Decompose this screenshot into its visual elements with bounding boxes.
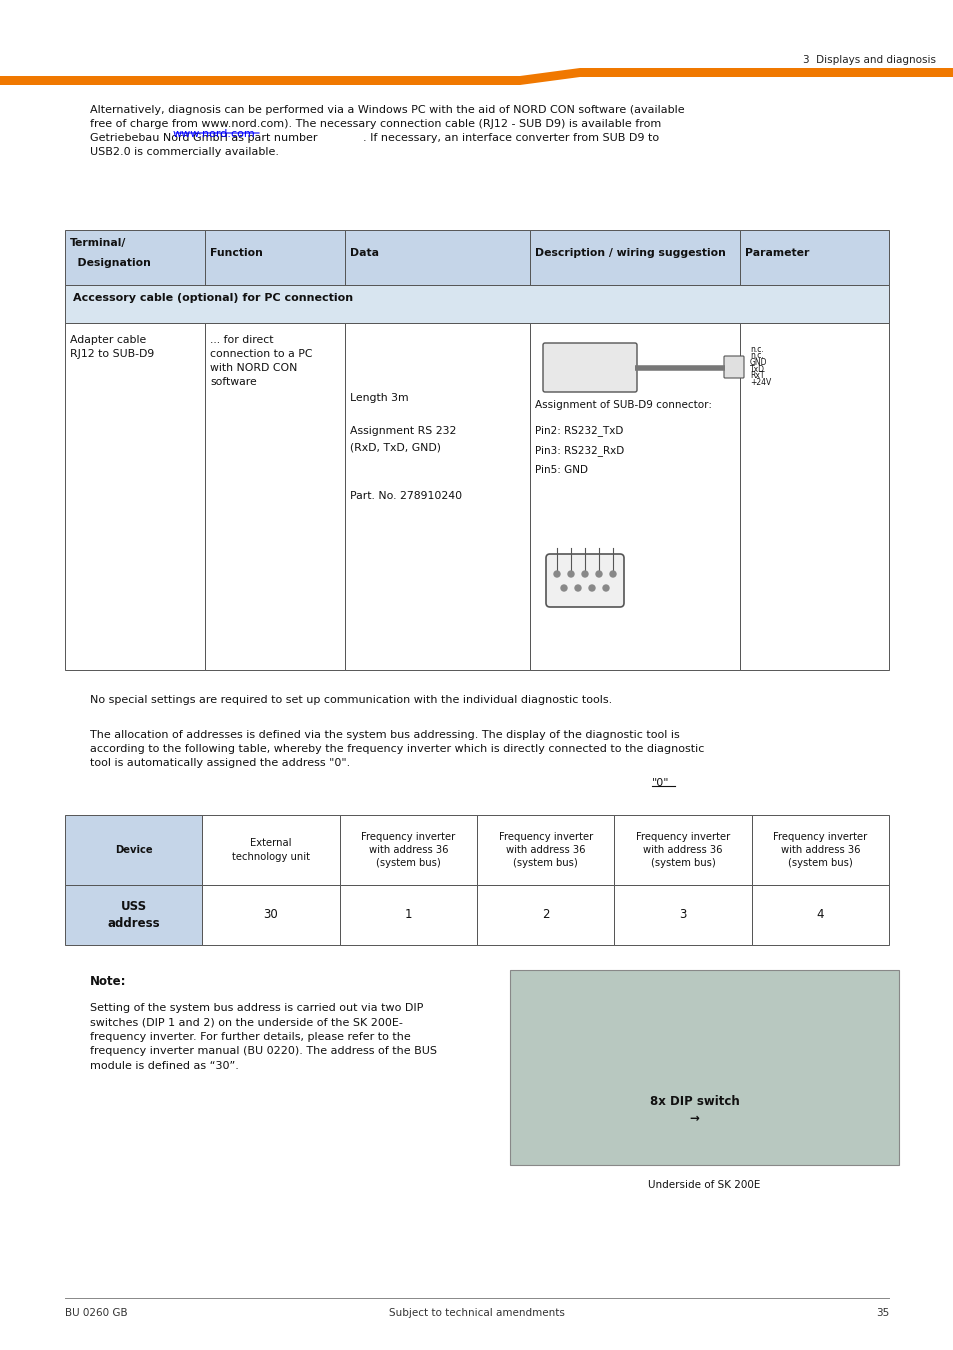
FancyBboxPatch shape — [614, 815, 751, 886]
Text: External
technology unit: External technology unit — [232, 838, 310, 861]
Text: 4: 4 — [816, 909, 823, 922]
Text: USS
address: USS address — [108, 900, 160, 930]
Text: Parameter: Parameter — [744, 248, 808, 258]
Text: TxD: TxD — [749, 364, 764, 374]
Text: Note:: Note: — [90, 975, 127, 988]
Text: 1: 1 — [404, 909, 412, 922]
Text: Adapter cable
RJ12 to SUB-D9: Adapter cable RJ12 to SUB-D9 — [70, 335, 154, 359]
FancyBboxPatch shape — [740, 323, 888, 670]
Text: Setting of the system bus address is carried out via two DIP
switches (DIP 1 and: Setting of the system bus address is car… — [90, 1003, 436, 1071]
Text: Assignment of SUB-D9 connector:: Assignment of SUB-D9 connector: — [535, 400, 711, 410]
Text: 3  Displays and diagnosis: 3 Displays and diagnosis — [802, 55, 935, 65]
Circle shape — [554, 571, 559, 576]
Text: Device: Device — [114, 845, 152, 855]
FancyBboxPatch shape — [614, 886, 751, 945]
Polygon shape — [0, 68, 953, 85]
Text: Function: Function — [210, 248, 263, 258]
Text: Description / wiring suggestion: Description / wiring suggestion — [535, 248, 725, 258]
FancyBboxPatch shape — [510, 971, 898, 1165]
FancyBboxPatch shape — [339, 886, 476, 945]
FancyBboxPatch shape — [65, 230, 205, 285]
FancyBboxPatch shape — [345, 230, 530, 285]
Circle shape — [581, 571, 587, 576]
Text: ... for direct
connection to a PC
with NORD CON
software: ... for direct connection to a PC with N… — [210, 335, 313, 387]
FancyBboxPatch shape — [545, 554, 623, 608]
Text: 35: 35 — [875, 1308, 888, 1318]
Text: Accessory cable (optional) for PC connection: Accessory cable (optional) for PC connec… — [73, 293, 353, 302]
Text: Frequency inverter
with address 36
(system bus): Frequency inverter with address 36 (syst… — [361, 832, 455, 868]
Text: Alternatively, diagnosis can be performed via a Windows PC with the aid of NORD : Alternatively, diagnosis can be performe… — [90, 105, 684, 157]
Text: Pin5: GND: Pin5: GND — [535, 464, 587, 475]
Text: 3: 3 — [679, 909, 686, 922]
Circle shape — [560, 585, 566, 591]
Circle shape — [609, 571, 616, 576]
Text: +24V: +24V — [749, 378, 770, 387]
FancyBboxPatch shape — [205, 230, 345, 285]
Text: GND: GND — [749, 358, 767, 367]
FancyBboxPatch shape — [476, 886, 614, 945]
Text: Subject to technical amendments: Subject to technical amendments — [389, 1308, 564, 1318]
Text: www.nord.com: www.nord.com — [172, 130, 255, 139]
Text: Underside of SK 200E: Underside of SK 200E — [648, 1180, 760, 1189]
Circle shape — [588, 585, 595, 591]
FancyBboxPatch shape — [723, 356, 743, 378]
Text: "0": "0" — [651, 778, 669, 788]
Text: The allocation of addresses is defined via the system bus addressing. The displa: The allocation of addresses is defined v… — [90, 730, 703, 768]
FancyBboxPatch shape — [476, 815, 614, 886]
FancyBboxPatch shape — [751, 815, 888, 886]
Text: Data: Data — [350, 248, 378, 258]
Text: Pin3: RS232_RxD: Pin3: RS232_RxD — [535, 446, 623, 456]
Circle shape — [596, 571, 601, 576]
FancyBboxPatch shape — [65, 815, 202, 886]
Text: Pin2: RS232_TxD: Pin2: RS232_TxD — [535, 425, 622, 436]
FancyBboxPatch shape — [65, 323, 205, 670]
FancyBboxPatch shape — [740, 230, 888, 285]
FancyBboxPatch shape — [65, 886, 202, 945]
Text: Length 3m

Assignment RS 232
(RxD, TxD, GND)


Part. No. 278910240: Length 3m Assignment RS 232 (RxD, TxD, G… — [350, 393, 461, 501]
Circle shape — [575, 585, 580, 591]
Text: Terminal/: Terminal/ — [70, 238, 126, 248]
FancyBboxPatch shape — [202, 886, 339, 945]
Text: Frequency inverter
with address 36
(system bus): Frequency inverter with address 36 (syst… — [772, 832, 866, 868]
FancyBboxPatch shape — [530, 230, 740, 285]
FancyBboxPatch shape — [345, 323, 530, 670]
FancyBboxPatch shape — [751, 886, 888, 945]
Text: Frequency inverter
with address 36
(system bus): Frequency inverter with address 36 (syst… — [636, 832, 729, 868]
Circle shape — [602, 585, 608, 591]
FancyBboxPatch shape — [65, 285, 888, 323]
FancyBboxPatch shape — [339, 815, 476, 886]
Circle shape — [567, 571, 574, 576]
Text: BU 0260 GB: BU 0260 GB — [65, 1308, 128, 1318]
Text: 8x DIP switch
→: 8x DIP switch → — [649, 1095, 739, 1125]
FancyBboxPatch shape — [542, 343, 637, 391]
Text: Frequency inverter
with address 36
(system bus): Frequency inverter with address 36 (syst… — [498, 832, 592, 868]
Text: 30: 30 — [263, 909, 278, 922]
Text: RxT: RxT — [749, 371, 763, 381]
FancyBboxPatch shape — [530, 323, 740, 670]
Text: No special settings are required to set up communication with the individual dia: No special settings are required to set … — [90, 695, 612, 705]
Text: n.c.: n.c. — [749, 351, 763, 360]
Text: n.c.: n.c. — [749, 344, 763, 354]
Text: 2: 2 — [541, 909, 549, 922]
Text: Designation: Designation — [70, 258, 151, 269]
FancyBboxPatch shape — [205, 323, 345, 670]
FancyBboxPatch shape — [202, 815, 339, 886]
